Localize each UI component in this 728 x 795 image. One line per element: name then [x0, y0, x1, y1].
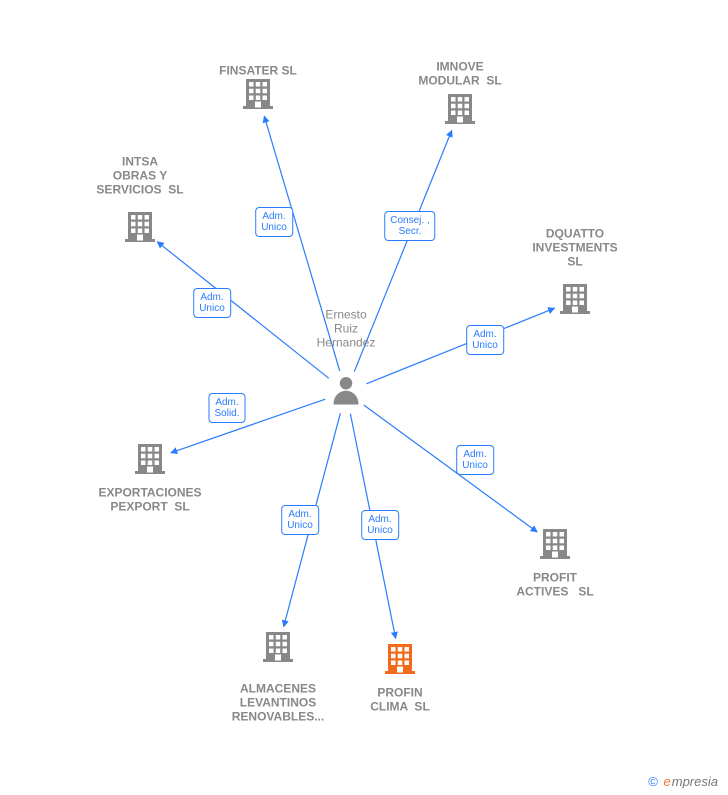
- edge-person-dquatto: [366, 308, 554, 384]
- person-icon: [331, 373, 361, 412]
- building-icon: [122, 208, 158, 249]
- node-label: FINSATER SL: [219, 64, 297, 78]
- footer-credit: © empresia: [648, 774, 718, 789]
- diagram-canvas: [0, 0, 728, 795]
- brand-rest: mpresia: [672, 774, 718, 789]
- building-icon: [240, 75, 276, 116]
- building-icon: [557, 280, 593, 321]
- node-label: EXPORTACIONES PEXPORT SL: [98, 486, 201, 514]
- company-node-finsater[interactable]: FINSATER SL: [240, 75, 276, 116]
- company-node-profin[interactable]: PROFIN CLIMA SL: [382, 640, 418, 681]
- node-label: IMNOVE MODULAR SL: [418, 60, 501, 88]
- company-node-almacenes[interactable]: ALMACENES LEVANTINOS RENOVABLES...: [260, 628, 296, 669]
- edge-person-pexport: [171, 399, 325, 453]
- company-node-intsa[interactable]: INTSA OBRAS Y SERVICIOS SL: [122, 208, 158, 249]
- node-label: Ernesto Ruiz Hernandez: [317, 308, 376, 350]
- company-node-imnove[interactable]: IMNOVE MODULAR SL: [442, 90, 478, 131]
- node-label: DQUATTO INVESTMENTS SL: [532, 227, 617, 269]
- edge-label: Adm. Unico: [466, 325, 504, 355]
- edge-label: Adm. Unico: [281, 505, 319, 535]
- edge-label: Adm. Unico: [456, 445, 494, 475]
- edge-label: Consej. , Secr.: [384, 211, 435, 241]
- building-icon: [260, 628, 296, 669]
- building-icon: [442, 90, 478, 131]
- node-label: INTSA OBRAS Y SERVICIOS SL: [96, 155, 183, 197]
- edge-label: Adm. Unico: [255, 207, 293, 237]
- node-label: ALMACENES LEVANTINOS RENOVABLES...: [232, 682, 324, 724]
- edge-label: Adm. Unico: [193, 288, 231, 318]
- company-node-pexport[interactable]: EXPORTACIONES PEXPORT SL: [132, 440, 168, 481]
- center-node-person[interactable]: Ernesto Ruiz Hernandez: [331, 373, 361, 412]
- edge-label: Adm. Unico: [361, 510, 399, 540]
- building-icon: [382, 640, 418, 681]
- copyright-symbol: ©: [648, 774, 658, 789]
- brand-first-letter: e: [664, 774, 671, 789]
- company-node-profit[interactable]: PROFIT ACTIVES SL: [537, 525, 573, 566]
- edge-person-intsa: [157, 242, 329, 379]
- building-icon: [132, 440, 168, 481]
- edge-label: Adm. Solid.: [208, 393, 245, 423]
- node-label: PROFIT ACTIVES SL: [516, 571, 593, 599]
- company-node-dquatto[interactable]: DQUATTO INVESTMENTS SL: [557, 280, 593, 321]
- building-icon: [537, 525, 573, 566]
- node-label: PROFIN CLIMA SL: [370, 686, 430, 714]
